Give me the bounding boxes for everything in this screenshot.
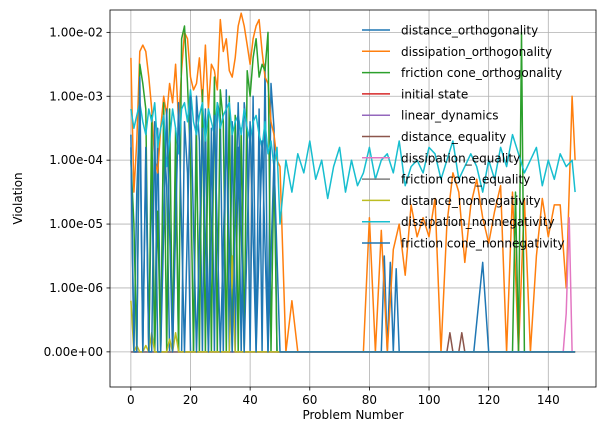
legend-label: friction cone_equality [401,173,530,187]
legend-label: distance_nonnegativity [401,194,541,208]
legend: distance_orthogonality dissipation_orthog… [362,24,565,251]
x-tick-label: 120 [477,393,500,407]
x-tick-label: 140 [537,393,560,407]
legend-label: distance_equality [401,130,506,144]
x-tick-label: 20 [183,393,198,407]
legend-label: dissipation_orthogonality [401,45,552,59]
x-axis-label: Problem Number [302,408,403,422]
y-tick-label: 1.00e-05 [49,217,103,231]
series-line-friction-cone-nonnegativity [130,76,576,353]
legend-label: linear_dynamics [401,109,499,123]
plot-frame [109,9,597,388]
series-line-distance-nonnegativity [130,255,576,353]
x-axis: 0 20 40 60 80 100 120 140 [127,387,560,407]
y-tick-label: 0.00e+00 [44,345,103,359]
legend-label: friction cone_nonnegativity [401,237,565,251]
series-layer [130,12,576,353]
x-tick-label: 100 [418,393,441,407]
legend-label: friction cone_orthogonality [401,66,562,80]
legend-label: distance_orthogonality [401,24,538,38]
legend-label: dissipation_equality [401,151,520,165]
y-tick-label: 1.00e-06 [49,281,103,295]
y-axis: 0.00e+00 1.00e-06 1.00e-05 1.00e-04 1.00e-03… [44,25,110,359]
x-tick-label: 60 [302,393,317,407]
y-tick-label: 1.00e-03 [49,89,103,103]
x-tick-label: 0 [127,393,135,407]
x-tick-label: 40 [242,393,257,407]
y-tick-label: 1.00e-04 [49,153,103,167]
legend-label: dissipation_nonnegativity [401,215,555,229]
legend-label: initial state [401,87,468,101]
y-tick-label: 1.00e-02 [49,25,103,39]
series-line-dissipation-nonnegativity [130,89,576,225]
x-tick-label: 80 [362,393,377,407]
y-axis-label: Violation [11,172,25,224]
